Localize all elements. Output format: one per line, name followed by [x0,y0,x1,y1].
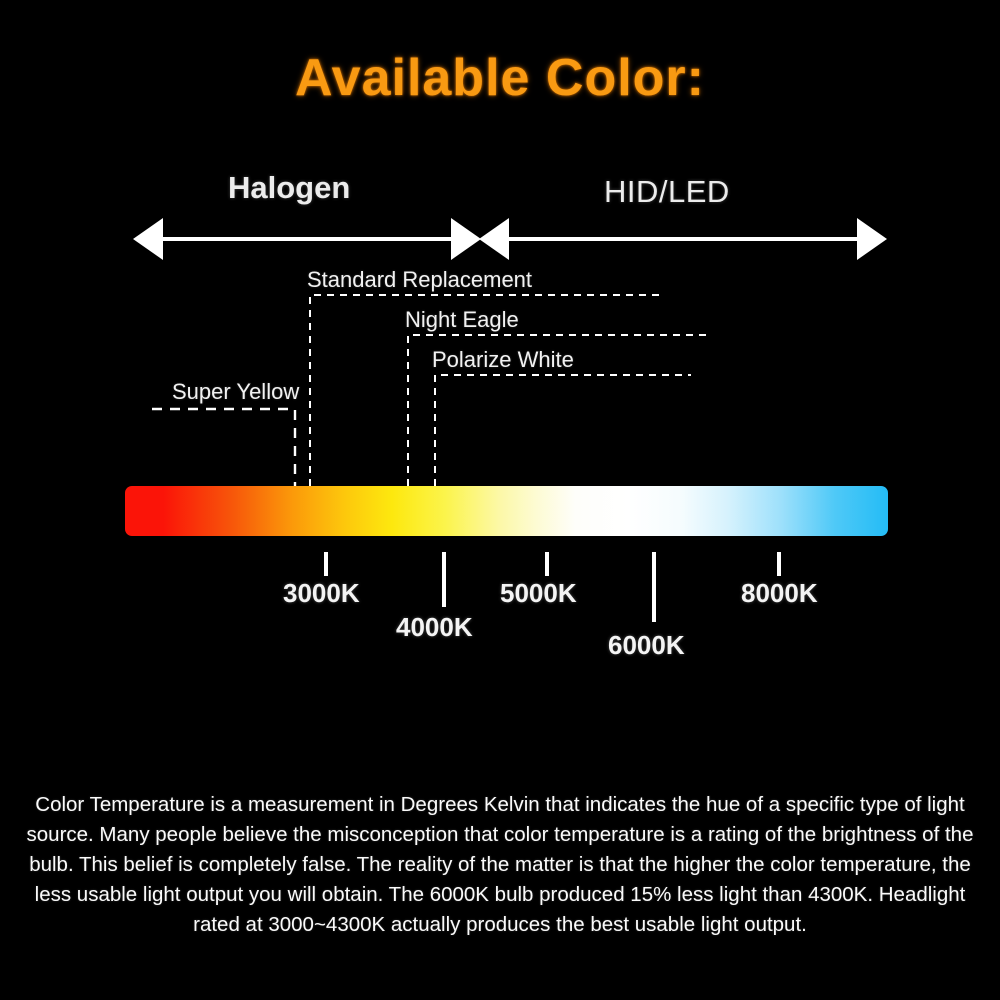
tick-8000k [777,552,781,576]
halogen-range-arrow [133,218,481,260]
temp-label-6000k: 6000K [608,630,685,660]
bracket-label-polarize-white: Polarize White [432,347,574,372]
bracket-label-standard-replacement: Standard Replacement [307,267,533,292]
temp-label-8000k: 8000K [741,578,818,608]
range-arrows-row: Halogen HID/LED [0,160,1000,270]
temp-label-3000k: 3000K [283,578,360,608]
tick-6000k [652,552,656,622]
arrow-shaft [155,237,459,241]
tick-5000k [545,552,549,576]
temp-label-5000k: 5000K [500,578,577,608]
temp-label-4000k: 4000K [396,612,473,642]
bracket-label-night-eagle: Night Eagle [405,307,519,332]
range-label-halogen: Halogen [228,170,351,205]
tick-4000k [442,552,446,607]
range-label-hid-led: HID/LED [604,174,730,209]
bracket-path-super-yellow [152,407,297,486]
color-temperature-gradient-bar [125,486,888,536]
bracket-label-super-yellow: Super Yellow [172,379,300,404]
description-paragraph: Color Temperature is a measurement in De… [26,793,974,936]
tick-3000k [324,552,328,576]
hid-led-range-arrow [479,218,887,260]
arrow-shaft [501,237,865,241]
bracket-path-polarize-white [434,374,691,486]
page-title: Available Color: [295,49,705,107]
arrow-head-right-icon [857,218,887,260]
arrow-head-right-icon [451,218,481,260]
